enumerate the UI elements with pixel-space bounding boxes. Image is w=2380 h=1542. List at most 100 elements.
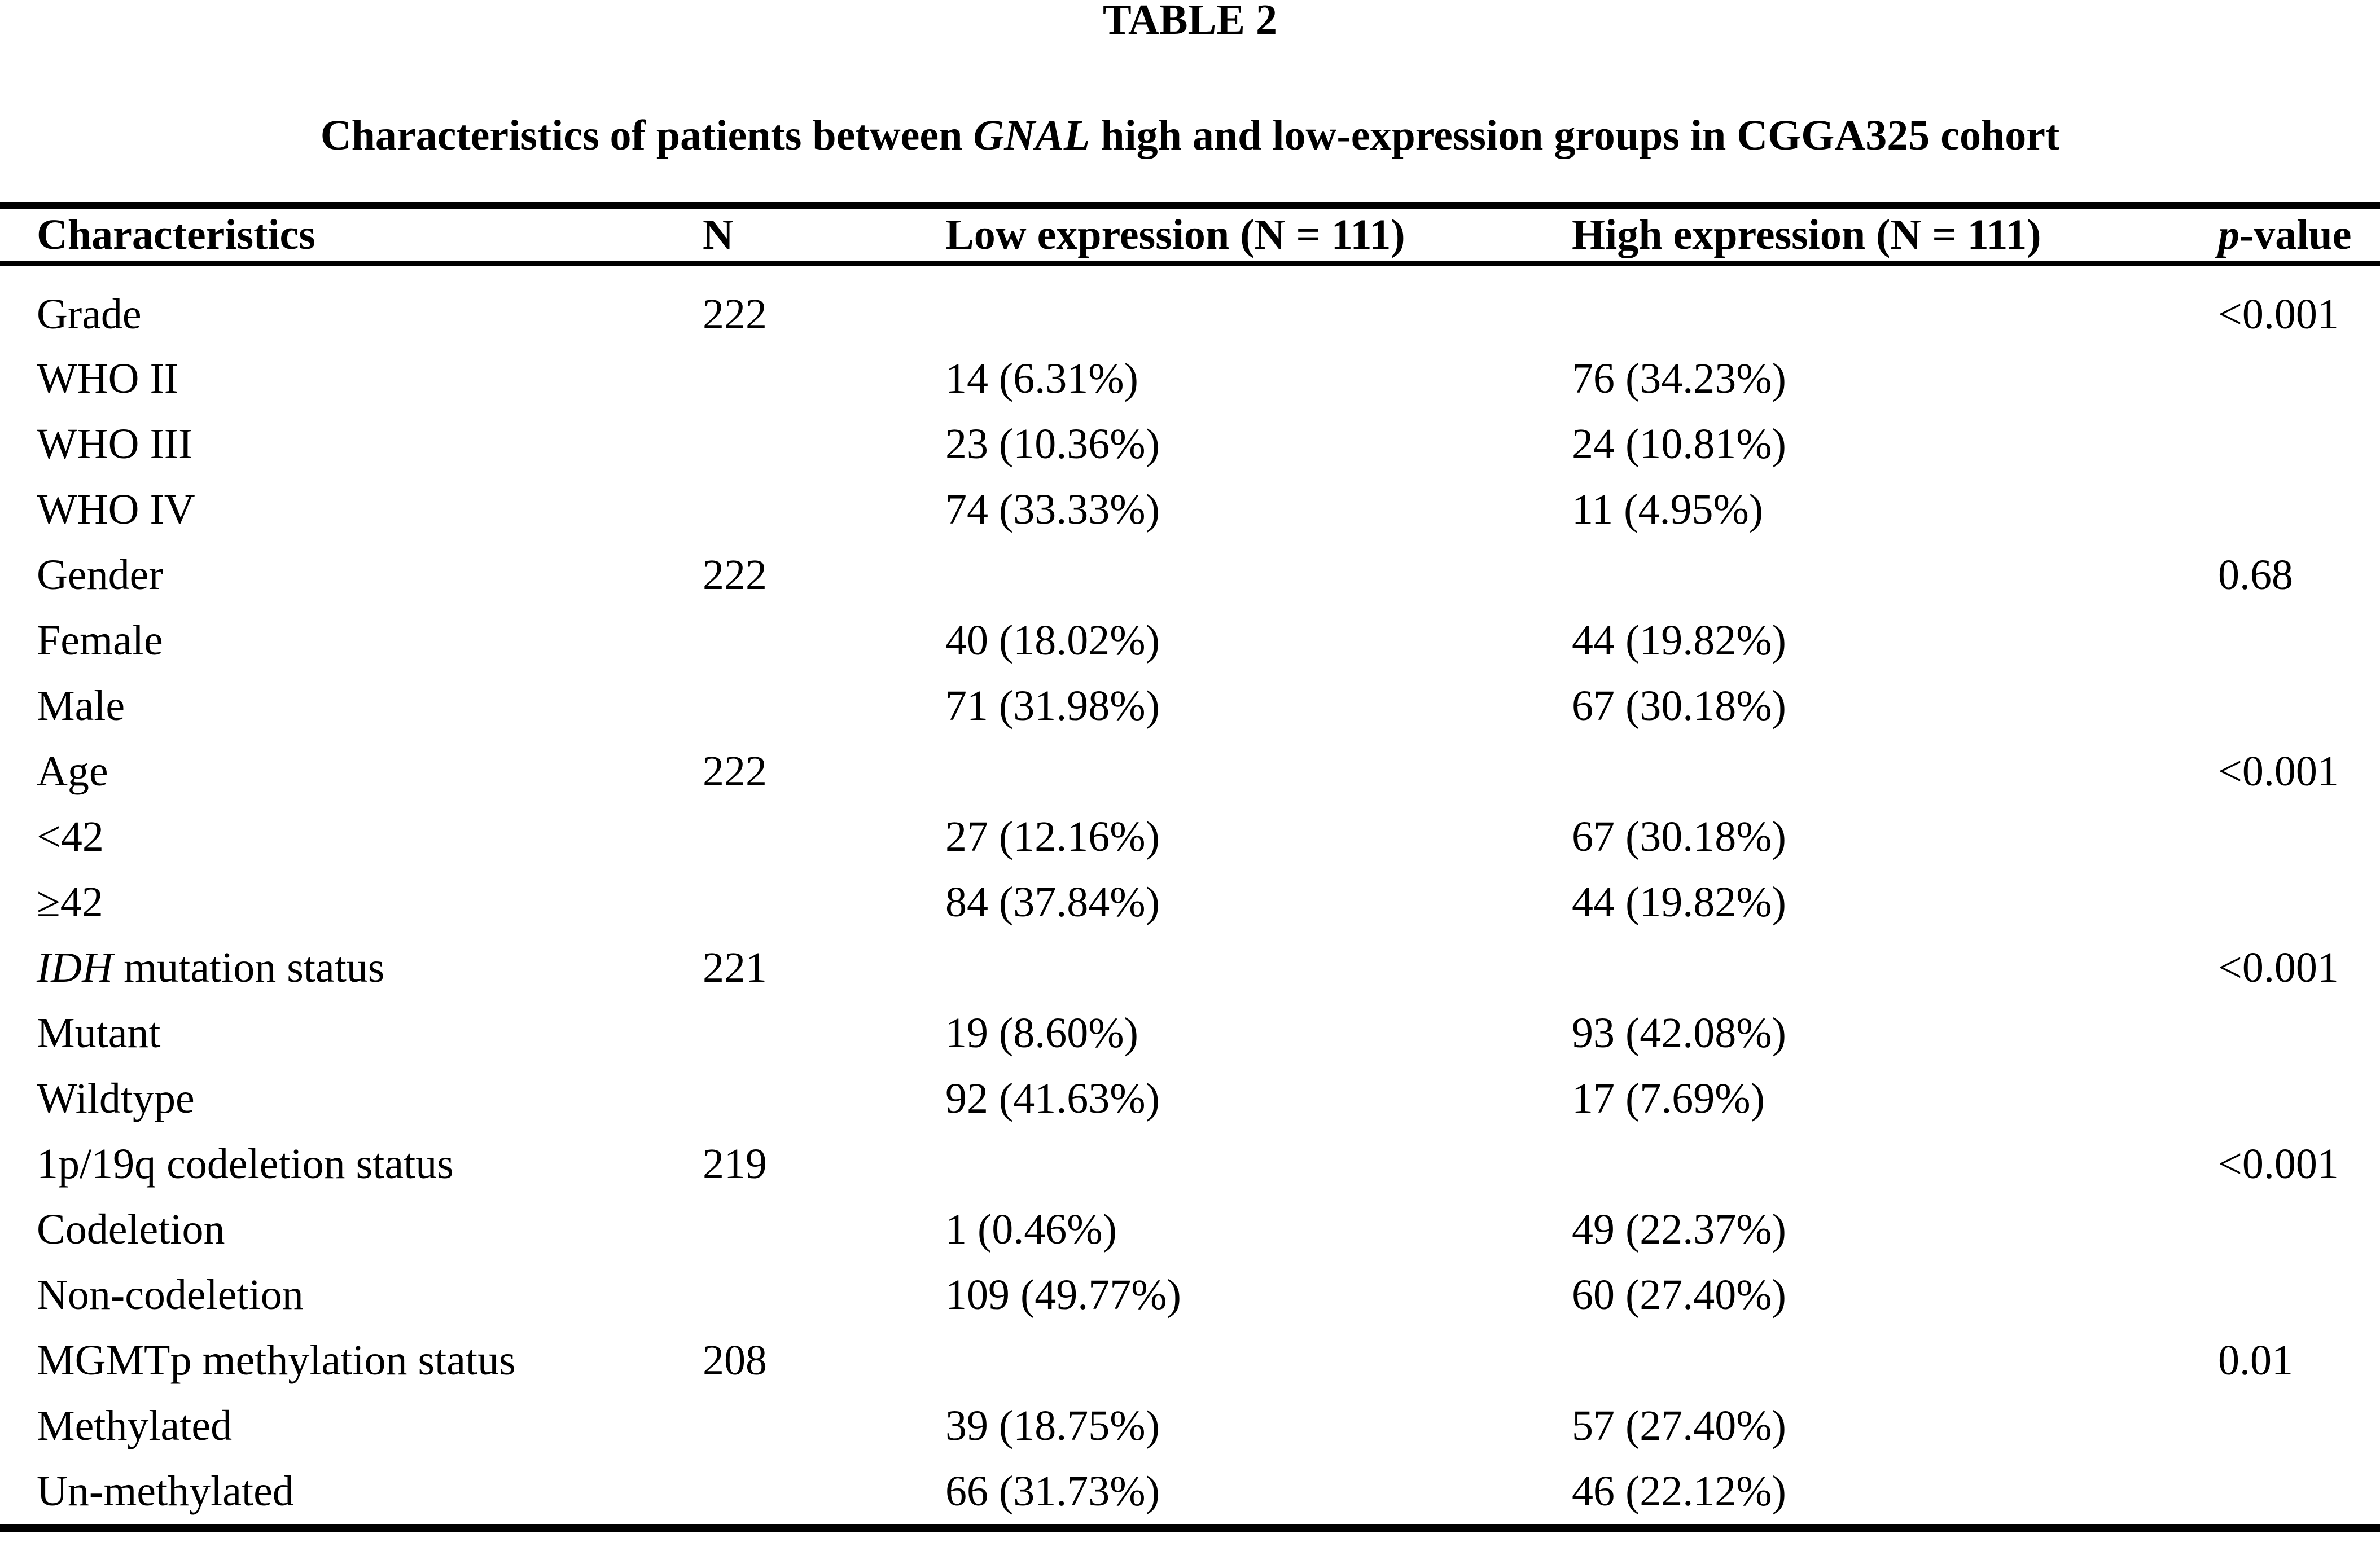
cell-low: 27 (12.16%): [945, 812, 1160, 860]
cell-characteristic: WHO II: [37, 354, 179, 402]
table-row: Mutant 19 (8.60%) 93 (42.08%): [0, 1000, 2380, 1066]
cell-characteristic: Wildtype: [37, 1074, 195, 1122]
table-row: <42 27 (12.16%) 67 (30.18%): [0, 804, 2380, 869]
cell-p: <0.001: [2218, 943, 2339, 991]
cell-n: [703, 1262, 945, 1328]
cell-n: [703, 673, 945, 739]
header-row: Characteristics N Low expression (N = 11…: [0, 205, 2380, 266]
table-row: Non-codeletion 109 (49.77%) 60 (27.40%): [0, 1262, 2380, 1328]
table-body: Grade 222 <0.001 WHO II 14 (6.31%) 76 (34.23%…: [0, 263, 2380, 1528]
table-row: Codeletion 1 (0.46%) 49 (22.37%): [0, 1197, 2380, 1262]
cell-low: [945, 935, 1572, 1000]
cell-high: 49 (22.37%): [1572, 1205, 1786, 1253]
table-row: ≥42 84 (37.84%) 44 (19.82%): [0, 869, 2380, 935]
cell-characteristic: WHO III: [37, 420, 193, 468]
cell-low: 1 (0.46%): [945, 1205, 1117, 1253]
table-row: WHO III 23 (10.36%) 24 (10.81%): [0, 411, 2380, 477]
cell-low: 39 (18.75%): [945, 1402, 1160, 1449]
cell-n: [703, 804, 945, 869]
cell-p: [2218, 1197, 2380, 1262]
table-row: Wildtype 92 (41.63%) 17 (7.69%): [0, 1066, 2380, 1131]
cell-p: [2218, 673, 2380, 739]
cell-n: [703, 1393, 945, 1458]
cell-high: 46 (22.12%): [1572, 1467, 1786, 1515]
cell-characteristic: Mutant: [37, 1009, 161, 1057]
table-caption: Characteristics of patients between GNAL…: [0, 113, 2380, 158]
cell-high: 67 (30.18%): [1572, 812, 1786, 860]
cell-p: [2218, 869, 2380, 935]
table-header: Characteristics N Low expression (N = 11…: [0, 205, 2380, 266]
table-row: MGMTp methylation status 208 0.01: [0, 1328, 2380, 1393]
cell-p: [2218, 1262, 2380, 1328]
table-row: Male 71 (31.98%) 67 (30.18%): [0, 673, 2380, 739]
cell-n: 222: [703, 291, 767, 338]
cell-p: [2218, 804, 2380, 869]
cell-low: [945, 1131, 1572, 1197]
cell-n: 222: [703, 551, 767, 599]
table-row: Grade 222 <0.001: [0, 263, 2380, 346]
cell-p: [2218, 411, 2380, 477]
table-row: Female 40 (18.02%) 44 (19.82%): [0, 608, 2380, 673]
cell-low: [945, 263, 1572, 346]
cell-high: 44 (19.82%): [1572, 616, 1786, 664]
cell-low: [945, 542, 1572, 608]
cell-high: [1572, 935, 2218, 1000]
cell-p: [2218, 346, 2380, 411]
cell-high: [1572, 1131, 2218, 1197]
cell-n: [703, 1458, 945, 1528]
cell-high: 11 (4.95%): [1572, 485, 1764, 533]
cell-n: 208: [703, 1336, 767, 1384]
cell-characteristic: Un-methylated: [37, 1467, 294, 1515]
cell-characteristic: IDH mutation status: [37, 943, 385, 991]
cell-n: [703, 1197, 945, 1262]
cell-p: [2218, 1000, 2380, 1066]
caption-text-post: high and low-expression groups in CGGA32…: [1090, 112, 2060, 159]
cell-high: [1572, 739, 2218, 804]
table-row: Age 222 <0.001: [0, 739, 2380, 804]
p-value-italic-p: p: [2218, 210, 2239, 258]
header-p-value: p-value: [2218, 205, 2380, 266]
cell-n: 221: [703, 943, 767, 991]
cell-p: [2218, 477, 2380, 542]
cell-p: 0.01: [2218, 1336, 2293, 1384]
characteristics-table: Characteristics N Low expression (N = 11…: [0, 202, 2380, 1532]
cell-high: [1572, 542, 2218, 608]
cell-p: <0.001: [2218, 291, 2339, 338]
header-low-expression: Low expression (N = 111): [945, 205, 1572, 266]
cell-low: 92 (41.63%): [945, 1074, 1160, 1122]
cell-characteristic: Gender: [37, 551, 163, 599]
cell-characteristic: Male: [37, 682, 125, 730]
cell-characteristic: Codeletion: [37, 1205, 225, 1253]
table-row: IDH mutation status 221 <0.001: [0, 935, 2380, 1000]
cell-n: [703, 1000, 945, 1066]
cell-low: 23 (10.36%): [945, 420, 1160, 468]
cell-n: [703, 346, 945, 411]
cell-p: [2218, 1066, 2380, 1131]
cell-characteristic: ≥42: [37, 878, 103, 926]
cell-high: [1572, 1328, 2218, 1393]
table-row: Un-methylated 66 (31.73%) 46 (22.12%): [0, 1458, 2380, 1528]
cell-high: 44 (19.82%): [1572, 878, 1786, 926]
cell-n: 219: [703, 1140, 767, 1188]
table-number-title: TABLE 2: [1102, 0, 1277, 43]
cell-characteristic: MGMTp methylation status: [37, 1336, 516, 1384]
cell-low: 40 (18.02%): [945, 616, 1160, 664]
table-row: WHO II 14 (6.31%) 76 (34.23%): [0, 346, 2380, 411]
cell-high: 60 (27.40%): [1572, 1271, 1786, 1319]
cell-high: 93 (42.08%): [1572, 1009, 1786, 1057]
caption-text-pre: Characteristics of patients between: [320, 112, 974, 159]
cell-p: <0.001: [2218, 1140, 2339, 1188]
header-n: N: [703, 205, 945, 266]
cell-n: [703, 608, 945, 673]
cell-high: [1572, 263, 2218, 346]
cell-n: [703, 869, 945, 935]
cell-low: 84 (37.84%): [945, 878, 1160, 926]
cell-characteristic: <42: [37, 812, 104, 860]
cell-high: 76 (34.23%): [1572, 354, 1786, 402]
header-characteristics: Characteristics: [0, 205, 703, 266]
cell-p: <0.001: [2218, 747, 2339, 795]
cell-characteristic: Non-codeletion: [37, 1271, 304, 1319]
cell-high: 24 (10.81%): [1572, 420, 1786, 468]
cell-high: 17 (7.69%): [1572, 1074, 1765, 1122]
cell-characteristic: Grade: [37, 291, 142, 338]
